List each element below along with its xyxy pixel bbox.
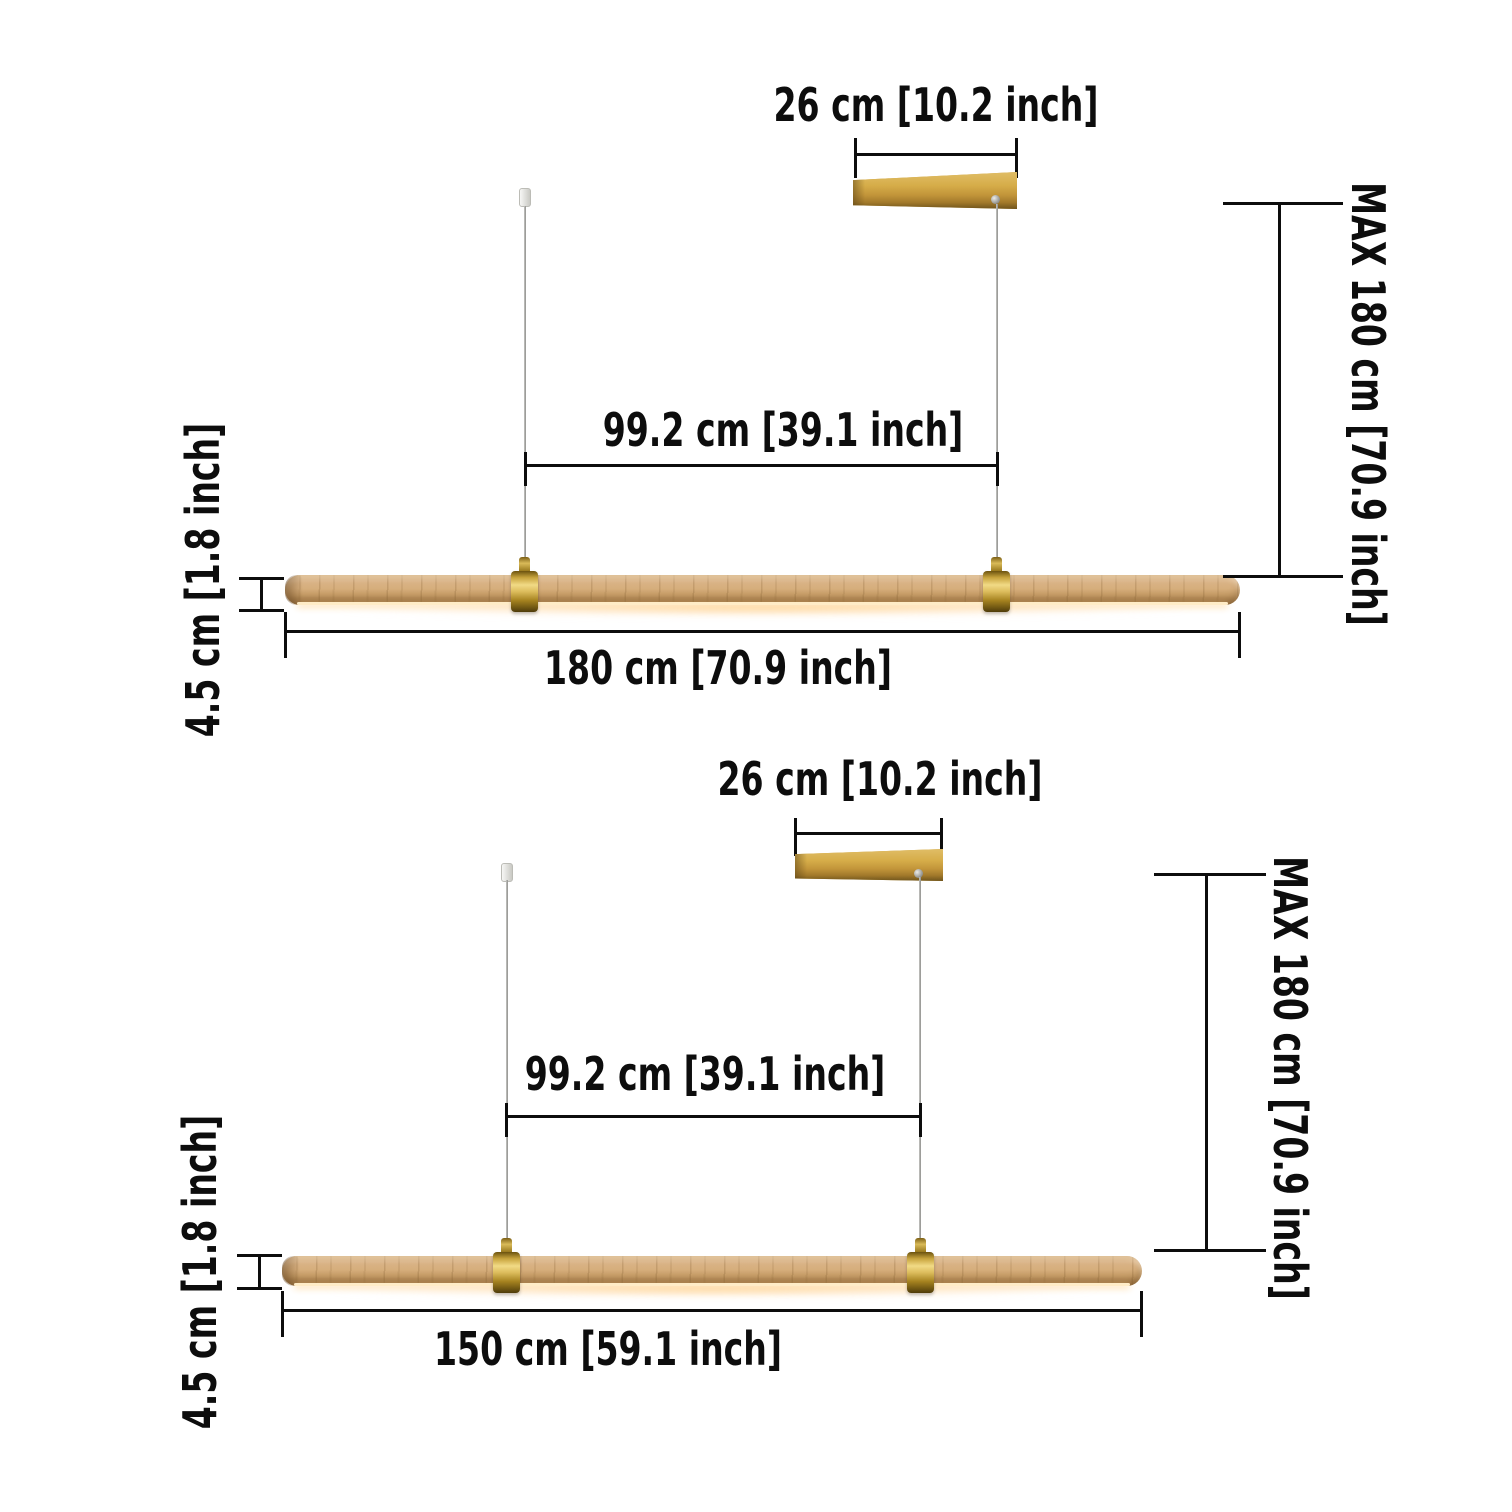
max-drop-dimension-line (1153, 873, 1266, 1252)
wire-screw-icon (914, 869, 923, 878)
cord-spacing-dimension-line (524, 451, 999, 486)
ceiling-canopy (853, 172, 1017, 209)
brass-connector-left (493, 1238, 520, 1293)
cord-spacing-label: 99.2 cm [39.1 inch] (524, 1047, 886, 1101)
canopy-width-dimension-line (854, 137, 1018, 178)
bar-length-dimension-line (281, 1290, 1143, 1337)
brass-connector-left (511, 557, 538, 612)
bar-height-label: 4.5 cm [1.8 inch] (173, 1114, 227, 1430)
suspension-wire-right (996, 204, 998, 560)
max-drop-dimension-line (1222, 202, 1343, 578)
canopy-width-dimension-line (794, 817, 943, 856)
bar-height-label: 4.5 cm [1.8 inch] (176, 422, 230, 738)
max-drop-label: MAX 180 cm [70.9 inch] (1263, 856, 1317, 1300)
ceiling-canopy (795, 849, 943, 881)
wood-light-bar (282, 1256, 1142, 1286)
wood-light-bar (285, 575, 1240, 605)
suspension-wire-left (506, 880, 508, 1242)
bar-length-dimension-line (284, 611, 1241, 658)
brass-connector-right (983, 557, 1010, 612)
canopy-width-label: 26 cm [10.2 inch] (773, 78, 1099, 132)
bar-length-label: 180 cm [70.9 inch] (543, 641, 893, 695)
ceiling-wire-cap (519, 188, 531, 207)
cord-spacing-dimension-line (505, 1102, 922, 1137)
canopy-width-label: 26 cm [10.2 inch] (717, 752, 1043, 806)
bar-length-label: 150 cm [59.1 inch] (433, 1322, 783, 1376)
brass-connector-right (907, 1238, 934, 1293)
max-drop-label: MAX 180 cm [70.9 inch] (1341, 182, 1395, 626)
suspension-wire-right (919, 877, 921, 1242)
cord-spacing-label: 99.2 cm [39.1 inch] (602, 403, 964, 457)
bar-height-bracket (237, 1254, 282, 1290)
wire-screw-icon (991, 195, 1000, 204)
bar-height-bracket (239, 577, 284, 612)
suspension-wire-left (524, 206, 526, 560)
